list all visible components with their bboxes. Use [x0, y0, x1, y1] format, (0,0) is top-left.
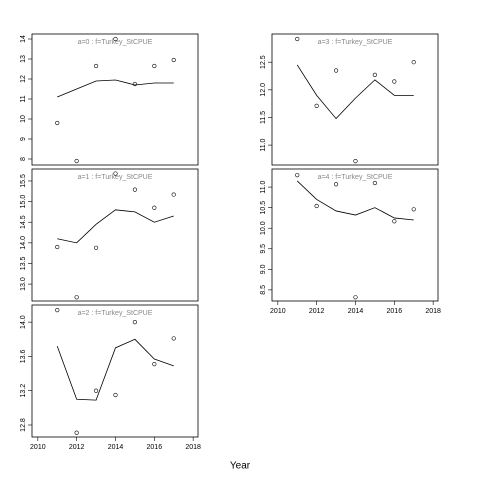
- y-tick-label: 14.5: [20, 215, 27, 229]
- point: [372, 180, 378, 186]
- y-tick-label: 12.8: [20, 418, 27, 432]
- point: [333, 68, 339, 73]
- strip-title: a=4 : f=Turkey_StCPUE: [318, 174, 393, 181]
- strip-title: a=2 : f=Turkey_StCPUE: [78, 310, 153, 317]
- y-tick-label: 14: [20, 35, 27, 43]
- y-tick-label: 12.0: [260, 83, 267, 97]
- point: [314, 203, 319, 209]
- y-tick-label: 12: [20, 75, 27, 83]
- fit-line: [296, 180, 414, 221]
- point: [132, 187, 138, 192]
- point: [113, 392, 118, 398]
- y-tick-label: 9.0: [260, 264, 267, 274]
- point: [392, 79, 397, 84]
- strip-title: a=3 : f=Turkey_StCPUE: [318, 39, 393, 46]
- point: [93, 245, 99, 250]
- point: [333, 182, 339, 187]
- point: [93, 388, 99, 393]
- x-tick-label: 2018: [425, 308, 441, 315]
- point: [113, 171, 118, 176]
- y-tick-label: 8: [20, 157, 27, 161]
- point: [353, 295, 358, 300]
- panel: [31, 33, 199, 166]
- point: [55, 244, 60, 250]
- y-tick-label: 8.5: [260, 285, 267, 295]
- point: [93, 63, 99, 69]
- point: [411, 207, 416, 212]
- point: [171, 57, 176, 63]
- point: [152, 205, 157, 210]
- x-tick-label: 2014: [348, 308, 364, 315]
- point: [152, 63, 157, 69]
- x-tick-label: 2016: [147, 444, 163, 451]
- panel: [271, 168, 439, 302]
- y-tick-label: 11.0: [260, 180, 267, 193]
- point: [372, 72, 378, 78]
- y-tick-label: 13.5: [20, 257, 27, 271]
- y-tick-label: 9.5: [260, 244, 267, 254]
- y-tick-label: 15.5: [20, 174, 27, 188]
- point: [171, 336, 176, 341]
- x-tick-label: 2016: [387, 308, 403, 315]
- y-tick-label: 11.0: [260, 138, 267, 151]
- x-axis-label: Year: [230, 461, 251, 472]
- x-tick-label: 2012: [69, 444, 85, 451]
- x-tick-label: 2012: [309, 308, 325, 315]
- y-tick-label: 9: [20, 137, 27, 141]
- point: [132, 320, 138, 325]
- point: [113, 36, 118, 42]
- y-tick-label: 13.0: [20, 277, 27, 291]
- fit-line: [57, 209, 174, 244]
- point: [295, 173, 300, 178]
- point: [353, 159, 358, 164]
- y-tick-label: 10.5: [260, 201, 267, 215]
- y-tick-label: 13.2: [20, 384, 27, 398]
- strip-title: a=0 : f=Turkey_StCPUE: [78, 39, 153, 46]
- y-tick-label: 12.5: [260, 55, 267, 69]
- point: [392, 219, 397, 224]
- fit-line: [56, 338, 174, 401]
- point: [74, 430, 79, 435]
- x-tick-label: 2014: [108, 444, 124, 451]
- y-tick-label: 15.0: [20, 195, 27, 209]
- point: [55, 308, 60, 313]
- x-tick-label: 2010: [270, 308, 286, 315]
- y-tick-label: 11: [20, 95, 27, 102]
- y-tick-label: 14.0: [20, 315, 27, 329]
- point: [295, 36, 300, 42]
- fit-line: [296, 64, 414, 120]
- panel: [31, 168, 199, 302]
- point: [74, 295, 79, 300]
- y-tick-label: 10: [20, 115, 27, 123]
- x-tick-label: 2010: [30, 444, 46, 451]
- point: [132, 81, 138, 87]
- fit-line: [57, 79, 174, 98]
- y-tick-label: 14.0: [20, 236, 27, 250]
- panel: [271, 33, 439, 166]
- point: [55, 120, 60, 126]
- y-tick-label: 11.5: [260, 111, 267, 124]
- y-tick-label: 10.0: [260, 221, 267, 235]
- point: [74, 158, 79, 164]
- y-tick-label: 13.6: [20, 350, 27, 364]
- point: [314, 103, 319, 108]
- strip-title: a=1 : f=Turkey_StCPUE: [78, 174, 153, 181]
- point: [411, 60, 416, 65]
- point: [152, 362, 157, 367]
- y-tick-label: 13: [20, 55, 27, 63]
- x-tick-label: 2018: [185, 444, 201, 451]
- point: [171, 192, 176, 197]
- panel: [31, 304, 199, 438]
